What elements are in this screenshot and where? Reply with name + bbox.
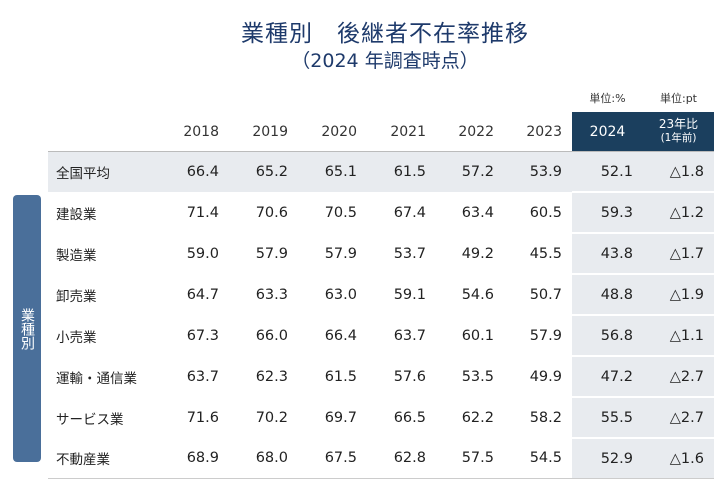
header-year: 2023 — [504, 112, 572, 152]
value-cell: 66.5 — [393, 409, 426, 426]
change-cell: △1.1 — [643, 314, 714, 356]
value-cell: 61.5 — [324, 368, 357, 385]
value-cell: 63.0 — [324, 286, 357, 303]
header-row: 2018 2019 2020 2021 2022 2023 2024 23年比(… — [48, 112, 714, 152]
change-cell: △2.7 — [643, 396, 714, 438]
value-cell: 49.2 — [461, 245, 494, 262]
row-label: サービス業 — [56, 411, 124, 428]
industry-group-text: 業種別 — [19, 307, 35, 350]
value-cell: 66.4 — [160, 151, 229, 192]
value-cell: 57.6 — [393, 368, 426, 385]
page-title: 業種別 後継者不在率推移 — [241, 21, 529, 47]
value-cell: 67.5 — [298, 438, 367, 479]
industry-group-label: 業種別 — [13, 195, 41, 462]
value-cell: 71.4 — [186, 204, 219, 221]
value-cell: 43.8 — [572, 232, 643, 274]
header-change-line2: (1年前) — [660, 132, 697, 144]
value-cell: 53.9 — [504, 151, 572, 192]
value-cell: 66.0 — [255, 327, 288, 344]
value-cell: 62.3 — [255, 368, 288, 385]
value-cell: 63.7 — [186, 368, 219, 385]
value-cell: 48.8 — [572, 273, 643, 315]
value-cell: 52.9 — [572, 437, 643, 479]
change-cell: △1.2 — [643, 191, 714, 233]
change-cell: △1.8 — [643, 151, 714, 192]
value-cell: 55.5 — [572, 396, 643, 438]
header-year: 2020 — [298, 112, 367, 152]
value-cell: 65.2 — [229, 151, 298, 192]
value-cell: 62.2 — [461, 409, 494, 426]
value-cell: 49.9 — [529, 368, 562, 385]
header-year-highlight: 2024 — [572, 112, 643, 152]
value-cell: 70.6 — [255, 204, 288, 221]
change-cell: △1.7 — [643, 232, 714, 274]
value-cell: 69.7 — [324, 409, 357, 426]
value-cell: 52.1 — [572, 151, 643, 192]
change-cell: △1.6 — [643, 437, 714, 479]
value-cell: 57.2 — [436, 151, 504, 192]
value-cell: 60.1 — [461, 327, 494, 344]
value-cell: 63.4 — [461, 204, 494, 221]
value-cell: 67.4 — [393, 204, 426, 221]
value-cell: 70.5 — [324, 204, 357, 221]
value-cell: 63.3 — [255, 286, 288, 303]
value-cell: 54.6 — [461, 286, 494, 303]
page-subtitle: （2024 年調査時点） — [291, 50, 479, 72]
row-label: 小売業 — [56, 329, 97, 346]
value-cell: 61.5 — [367, 151, 436, 192]
value-cell: 62.8 — [367, 438, 436, 479]
value-cell: 56.8 — [572, 314, 643, 356]
table-row: 全国平均 66.4 65.2 65.1 61.5 57.2 53.9 52.1 △1.8 — [48, 151, 714, 192]
value-cell: 64.7 — [186, 286, 219, 303]
header-year: 2022 — [436, 112, 504, 152]
value-cell: 58.2 — [529, 409, 562, 426]
value-cell: 53.7 — [393, 245, 426, 262]
value-cell: 65.1 — [298, 151, 367, 192]
table-row: 運輸・通信業 63.7 62.3 61.5 57.6 53.5 49.9 47.2 △2.7 — [48, 355, 714, 397]
value-cell: 66.4 — [324, 327, 357, 344]
table-row: 小売業 67.3 66.0 66.4 63.7 60.1 57.9 56.8 △1.1 — [48, 314, 714, 356]
value-cell: 63.7 — [393, 327, 426, 344]
header-change-line1: 23年比 — [658, 117, 699, 131]
value-cell: 54.5 — [504, 438, 572, 479]
successor-absence-table: 2018 2019 2020 2021 2022 2023 2024 23年比(… — [48, 112, 714, 479]
value-cell: 68.9 — [160, 438, 229, 479]
table-row: 製造業 59.0 57.9 57.9 53.7 49.2 45.5 43.8 △1.7 — [48, 232, 714, 274]
row-label: 全国平均 — [48, 151, 160, 192]
value-cell: 68.0 — [229, 438, 298, 479]
value-cell: 59.0 — [186, 245, 219, 262]
value-cell: 59.3 — [572, 191, 643, 233]
row-label: 不動産業 — [48, 438, 160, 479]
unit-point: 単位:pt — [659, 92, 697, 105]
value-cell: 45.5 — [529, 245, 562, 262]
header-year: 2021 — [367, 112, 436, 152]
value-cell: 60.5 — [529, 204, 562, 221]
value-cell: 57.9 — [255, 245, 288, 262]
change-cell: △2.7 — [643, 355, 714, 397]
table-row: 卸売業 64.7 63.3 63.0 59.1 54.6 50.7 48.8 △1.9 — [48, 273, 714, 315]
header-blank — [48, 112, 160, 152]
value-cell: 57.9 — [529, 327, 562, 344]
row-label: 製造業 — [56, 247, 97, 264]
value-cell: 71.6 — [186, 409, 219, 426]
value-cell: 59.1 — [393, 286, 426, 303]
row-label: 運輸・通信業 — [56, 370, 137, 387]
value-cell: 70.2 — [255, 409, 288, 426]
table-row: サービス業 71.6 70.2 69.7 66.5 62.2 58.2 55.5 △2.7 — [48, 396, 714, 438]
header-change: 23年比 (1年前) — [643, 112, 714, 152]
row-label: 卸売業 — [56, 288, 97, 305]
value-cell: 53.5 — [461, 368, 494, 385]
table-row: 不動産業 68.9 68.0 67.5 62.8 57.5 54.5 52.9 △1.6 — [48, 437, 714, 479]
value-cell: 67.3 — [186, 327, 219, 344]
change-cell: △1.9 — [643, 273, 714, 315]
row-label: 建設業 — [56, 206, 97, 223]
value-cell: 57.9 — [324, 245, 357, 262]
header-year: 2018 — [160, 112, 229, 152]
header-year: 2019 — [229, 112, 298, 152]
value-cell: 57.5 — [436, 438, 504, 479]
table-row: 建設業 71.4 70.6 70.5 67.4 63.4 60.5 59.3 △1.2 — [48, 191, 714, 233]
value-cell: 50.7 — [529, 286, 562, 303]
value-cell: 47.2 — [572, 355, 643, 397]
unit-percent: 単位:% — [589, 92, 626, 105]
